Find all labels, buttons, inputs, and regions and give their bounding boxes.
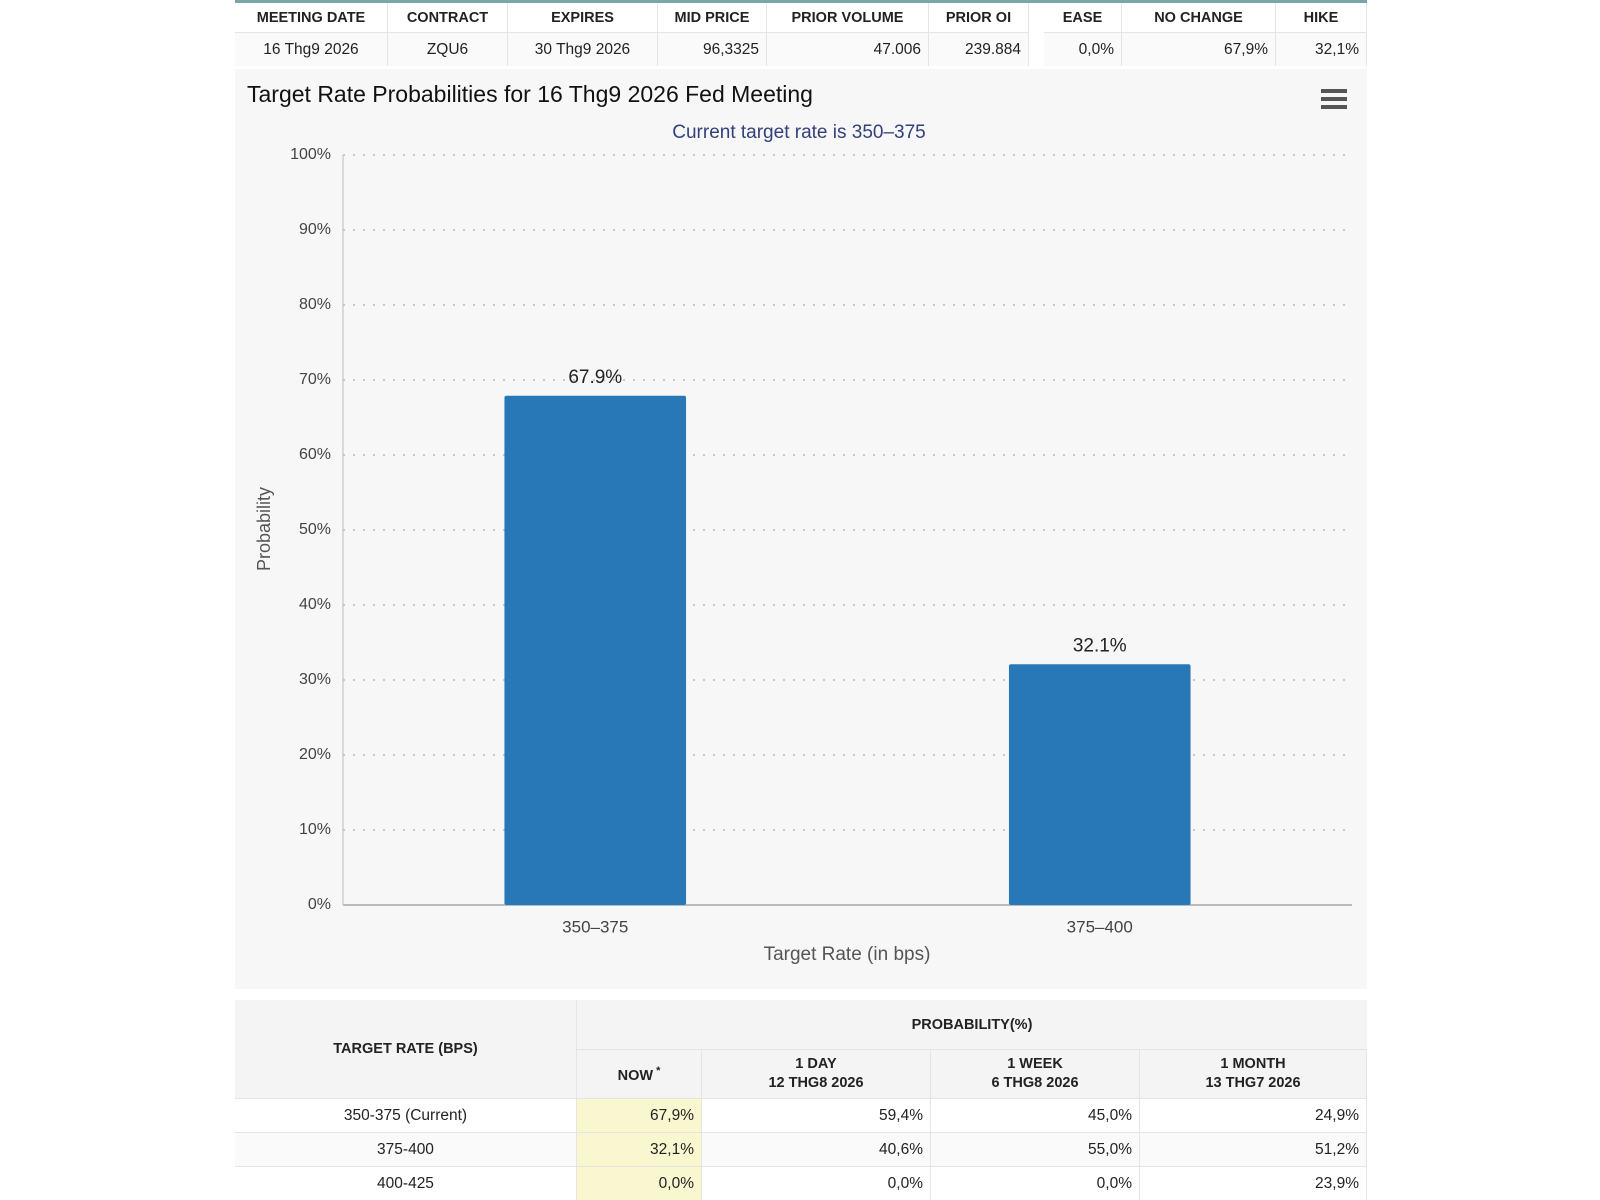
header-cell: 1 DAY 12 THG8 2026 [702, 1049, 931, 1098]
y-tick-label: 30% [299, 671, 331, 688]
header-text: 1 MONTH [1220, 1056, 1286, 1072]
header-cell: MEETING DATE [235, 3, 388, 32]
menu-bar [1321, 89, 1347, 93]
header-cell: HIKE [1276, 3, 1367, 32]
menu-button[interactable] [1321, 89, 1347, 109]
y-tick-label: 0% [308, 896, 331, 913]
x-tick-label: 375–400 [1067, 917, 1133, 936]
chart-title: Target Rate Probabilities for 16 Thg9 20… [247, 81, 813, 107]
y-tick-label: 40% [299, 596, 331, 613]
table-cell: 32,1% [577, 1132, 702, 1166]
table-cell: 45,0% [931, 1098, 1140, 1132]
header-text: 1 DAY [795, 1056, 837, 1072]
table-cell: ZQU6 [388, 32, 508, 66]
table-cell: 0,0% [1044, 32, 1122, 66]
table-cell: 40,6% [702, 1132, 931, 1166]
table-cell: 24,9% [1140, 1098, 1367, 1132]
header-cell: PRIOR VOLUME [767, 3, 929, 32]
header-line: 1 DAY [795, 1055, 836, 1074]
table-cell: 0,0% [577, 1166, 702, 1200]
header-cell: NO CHANGE [1122, 3, 1276, 32]
header-text: NOW [617, 1067, 654, 1084]
y-tick-label: 20% [299, 746, 331, 763]
chart: Target Rate Probabilities for 16 Thg9 20… [235, 69, 1367, 989]
top-table: MEETING DATE 16 Thg9 2026 CONTRACT ZQU6 EXPI… [235, 0, 1367, 66]
y-axis-title: Probability [254, 487, 274, 571]
bar [1008, 664, 1191, 905]
y-tick-label: 10% [299, 821, 331, 838]
table-cell: 51,2% [1140, 1132, 1367, 1166]
table-cell: 55,0% [931, 1132, 1140, 1166]
y-tick-label: 60% [299, 446, 331, 463]
header-line: NOW * [618, 1062, 661, 1086]
table-cell: 0,0% [931, 1166, 1140, 1200]
y-tick-label: 90% [299, 221, 331, 238]
x-tick-label: 350–375 [562, 917, 628, 936]
header-text: 13 THG7 2026 [1205, 1075, 1301, 1091]
y-tick-label: 100% [290, 146, 331, 163]
footnote-marker: * [656, 1065, 661, 1078]
data-label: 32.1% [1073, 635, 1127, 656]
table-cell: 67,9% [577, 1098, 702, 1132]
x-axis-title: Target Rate (in bps) [764, 944, 931, 965]
table-cell: 350-375 (Current) [235, 1098, 577, 1132]
table-cell: 375-400 [235, 1132, 577, 1166]
menu-bar [1321, 97, 1347, 101]
header-cell: EASE [1044, 3, 1122, 32]
header-text: 1 WEEK [1007, 1056, 1063, 1072]
header-line: 13 THG7 2026 [1205, 1074, 1300, 1093]
header-cell: EXPIRES [508, 3, 658, 32]
table-cell: 32,1% [1276, 32, 1367, 66]
table-cell: 67,9% [1122, 32, 1276, 66]
table-cell: 47.006 [767, 32, 929, 66]
bottom-table: TARGET RATE (BPS) PROBABILITY(%) NOW * 1 DAY… [235, 1000, 1367, 1200]
table-cell: 59,4% [702, 1098, 931, 1132]
y-tick-label: 70% [299, 371, 331, 388]
header-cell: TARGET RATE (BPS) [235, 1000, 577, 1098]
header-line: 6 THG8 2026 [991, 1074, 1078, 1093]
header-line: 1 MONTH [1220, 1055, 1285, 1074]
table-cell: 23,9% [1140, 1166, 1367, 1200]
header-cell: CONTRACT [388, 3, 508, 32]
header-cell: PRIOR OI [929, 3, 1029, 32]
header-text: 6 THG8 2026 [991, 1075, 1079, 1091]
bar [504, 395, 687, 905]
table-cell: 0,0% [702, 1166, 931, 1200]
header-cell: 1 MONTH 13 THG7 2026 [1140, 1049, 1367, 1098]
header-cell: 1 WEEK 6 THG8 2026 [931, 1049, 1140, 1098]
y-tick-label: 50% [299, 521, 331, 538]
header-line: 12 THG8 2026 [768, 1074, 863, 1093]
data-label: 67.9% [568, 367, 622, 388]
y-tick-label: 80% [299, 296, 331, 313]
menu-bar [1321, 105, 1347, 109]
table-cell: 96,3325 [658, 32, 767, 66]
header-cell: NOW * [577, 1049, 702, 1098]
header-cell: PROBABILITY(%) [577, 1000, 1367, 1049]
header-text: 12 THG8 2026 [768, 1075, 864, 1091]
table-cell: 239.884 [929, 32, 1029, 66]
table-cell: 400-425 [235, 1166, 577, 1200]
header-cell: MID PRICE [658, 3, 767, 32]
table-cell: 30 Thg9 2026 [508, 32, 658, 66]
header-line: 1 WEEK [1007, 1055, 1063, 1074]
table-cell: 16 Thg9 2026 [235, 32, 388, 66]
chart-subtitle: Current target rate is 350–375 [672, 122, 926, 143]
